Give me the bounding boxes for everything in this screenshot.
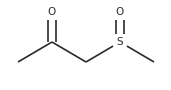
Text: S: S (117, 37, 123, 47)
Text: O: O (116, 7, 124, 17)
Text: O: O (48, 7, 56, 17)
